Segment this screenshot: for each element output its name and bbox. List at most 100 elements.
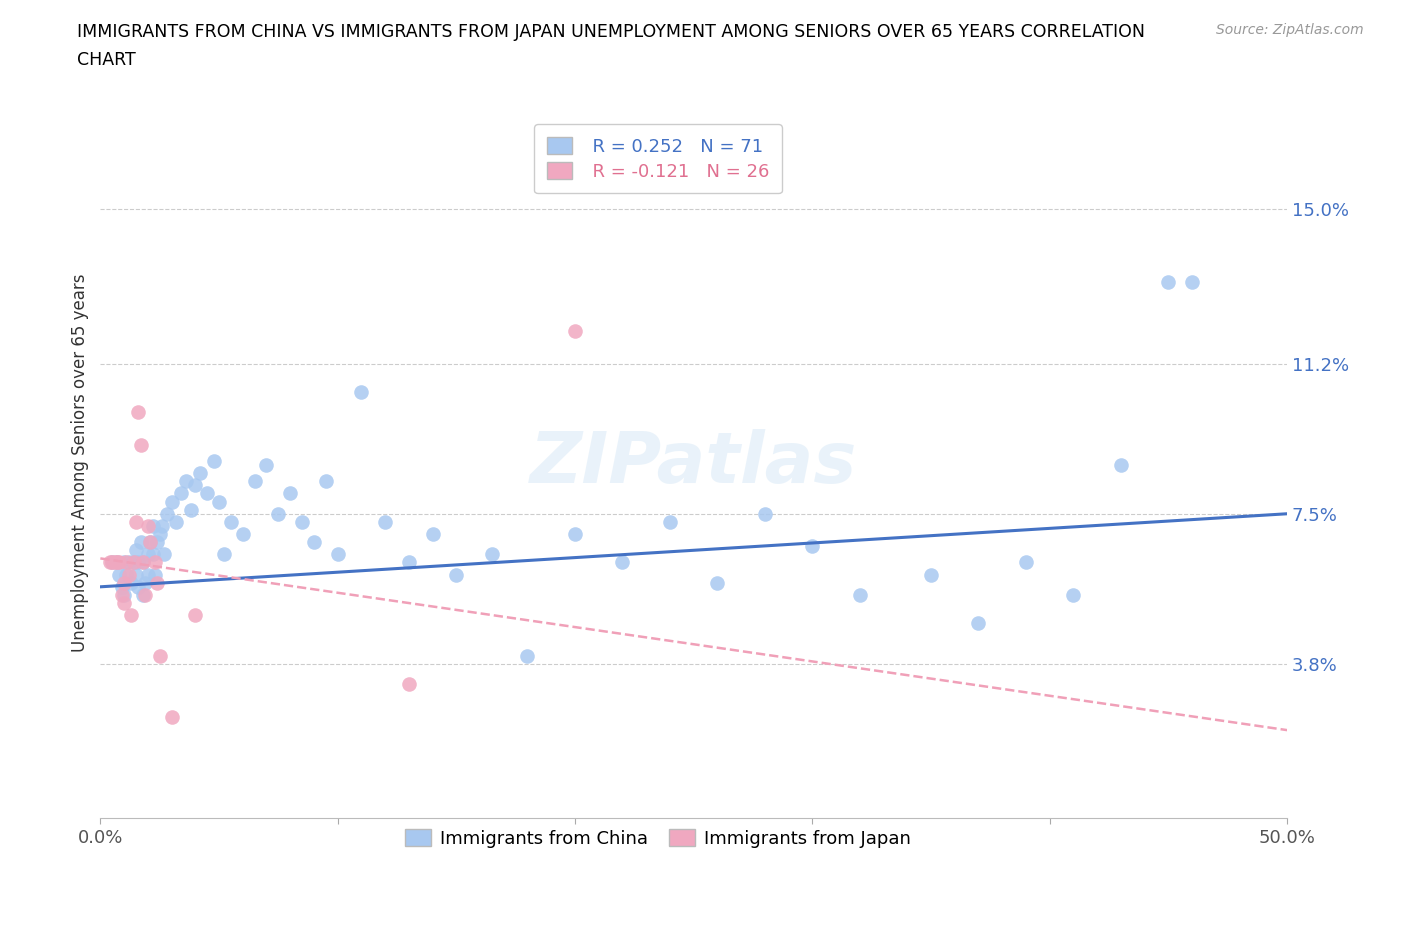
Point [256,458,278,472]
Point [125,514,148,529]
Point [118,555,141,570]
Point [278,486,301,501]
Point [165,514,187,529]
Point [1157,275,1180,290]
Point [146,576,169,591]
Text: Source: ZipAtlas.com: Source: ZipAtlas.com [1216,23,1364,37]
Point [612,555,634,570]
Point [153,547,176,562]
Point [139,535,162,550]
Point [125,543,148,558]
Point [180,502,202,517]
Point [564,526,586,541]
Point [112,555,135,570]
Point [267,506,290,521]
Point [142,547,165,562]
Point [132,555,155,570]
Point [1062,588,1084,603]
Point [326,547,349,562]
Point [129,437,152,452]
Point [143,555,166,570]
Point [112,576,135,591]
Point [149,526,172,541]
Text: CHART: CHART [77,51,136,69]
Point [127,579,149,594]
Point [115,567,138,582]
Point [120,576,142,591]
Point [291,514,314,529]
Point [134,588,156,603]
Point [134,576,156,591]
Point [103,555,125,570]
Point [111,588,134,603]
Point [1015,555,1038,570]
Point [132,555,155,570]
Point [208,494,231,509]
Point [212,547,235,562]
Point [142,519,165,534]
Point [127,405,149,419]
Point [481,547,503,562]
Point [136,547,159,562]
Point [516,648,538,663]
Point [315,474,337,489]
Point [706,576,728,591]
Point [219,514,242,529]
Point [302,535,325,550]
Point [170,486,193,501]
Point [139,535,162,550]
Point [202,454,225,469]
Point [115,555,138,570]
Point [160,494,183,509]
Point [232,526,254,541]
Point [143,567,166,582]
Point [446,567,468,582]
Point [111,579,134,594]
Point [374,514,396,529]
Point [1109,458,1132,472]
Point [184,478,207,493]
Y-axis label: Unemployment Among Seniors over 65 years: Unemployment Among Seniors over 65 years [72,273,89,652]
Point [160,710,183,724]
Point [398,677,420,692]
Point [118,567,141,582]
Point [98,555,121,570]
Point [122,555,145,570]
Point [754,506,776,521]
Point [350,385,373,400]
Point [150,519,173,534]
Point [112,588,135,603]
Point [146,535,169,550]
Point [195,486,218,501]
Point [564,324,586,339]
Point [132,588,155,603]
Point [122,555,145,570]
Text: ZIPatlas: ZIPatlas [530,429,858,498]
Point [136,519,159,534]
Point [127,555,149,570]
Point [156,506,179,521]
Point [105,555,128,570]
Point [120,608,142,623]
Point [967,616,990,631]
Text: IMMIGRANTS FROM CHINA VS IMMIGRANTS FROM JAPAN UNEMPLOYMENT AMONG SENIORS OVER 6: IMMIGRANTS FROM CHINA VS IMMIGRANTS FROM… [77,23,1146,41]
Point [112,595,135,610]
Point [184,608,207,623]
Point [108,555,131,570]
Legend: Immigrants from China, Immigrants from Japan: Immigrants from China, Immigrants from J… [395,818,921,858]
Point [149,648,172,663]
Point [848,588,870,603]
Point [101,555,124,570]
Point [101,555,124,570]
Point [129,535,152,550]
Point [1181,275,1204,290]
Point [188,466,211,481]
Point [136,567,159,582]
Point [398,555,420,570]
Point [174,474,197,489]
Point [920,567,942,582]
Point [105,555,128,570]
Point [243,474,266,489]
Point [125,567,148,582]
Point [658,514,681,529]
